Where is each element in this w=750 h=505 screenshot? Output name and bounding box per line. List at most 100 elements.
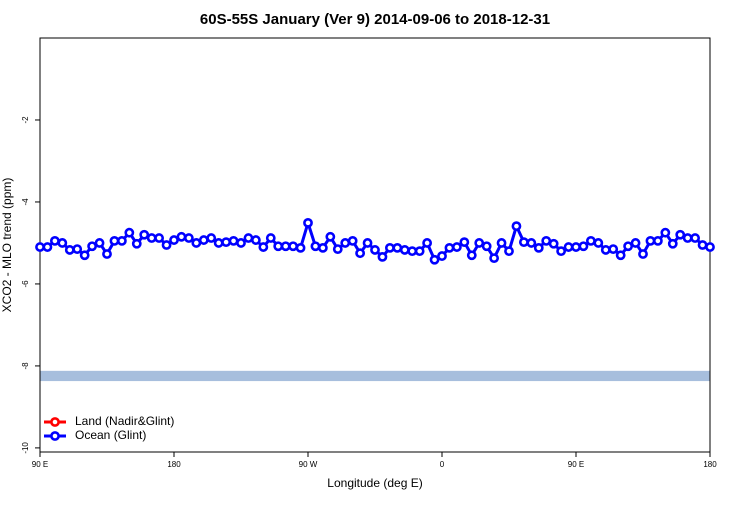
data-point [116,236,127,246]
data-point [422,238,433,248]
y-tick-label: -8 [21,362,30,370]
data-point [667,238,678,249]
legend-marker [50,417,60,427]
data-point [87,241,98,252]
data-point [615,250,626,261]
data-point [109,236,120,246]
data-point [183,233,194,243]
data-point [57,238,68,248]
data-point [303,217,313,228]
data-point [459,237,470,248]
data-point [563,242,574,252]
data-point [571,242,581,252]
data-point [675,229,686,240]
data-point [340,238,351,248]
data-point [414,246,425,257]
data-point [556,246,567,257]
data-point [42,242,53,252]
data-point [102,249,112,259]
data-point [645,236,656,246]
y-tick-label: -10 [21,442,30,454]
data-point [630,238,641,248]
data-point [72,244,83,254]
data-point [169,235,179,245]
data-point [377,251,388,262]
data-point [705,242,715,252]
legend-label: Ocean (Glint) [75,428,146,442]
data-point [198,235,209,245]
data-point [243,233,254,243]
x-tick-label: 0 [440,460,445,469]
data-point [585,236,596,246]
data-point [526,238,537,248]
data-point [206,233,217,243]
data-point [593,238,604,248]
data-point [541,236,552,246]
data-point [623,241,634,252]
y-tick-label: -4 [21,198,30,206]
data-point [295,242,306,253]
data-point [362,238,373,248]
data-point [451,242,462,252]
data-point [682,233,693,243]
band [40,370,710,382]
y-axis-title: XCO2 - MLO trend (ppm) [0,178,14,313]
data-point [690,233,701,243]
x-tick-label: 90 E [568,460,584,469]
data-point [578,241,589,252]
data-point [131,238,142,249]
data-point [533,242,544,253]
data-point [250,235,261,245]
data-point [496,238,507,248]
data-point [444,242,455,253]
data-point [191,238,202,248]
data-point [139,229,150,240]
data-point [176,231,187,242]
data-point [332,244,343,254]
chart-title: 60S-55S January (Ver 9) 2014-09-06 to 20… [200,11,550,28]
y-tick-label: -6 [21,280,30,288]
data-point [652,236,663,246]
data-point [221,237,232,248]
data-point [504,246,514,257]
x-tick-label: 90 W [299,460,318,469]
legend-label: Land (Nadir&Glint) [75,414,174,428]
data-point [288,241,299,252]
data-point [392,242,403,253]
data-point [325,231,336,242]
data-point [384,242,395,253]
data-point [437,251,447,261]
data-point [429,254,440,265]
data-point [258,242,269,252]
data-point [35,242,45,252]
data-point [466,250,477,261]
data-point [660,227,671,238]
data-point [399,245,410,255]
data-point [161,240,172,250]
data-point [518,237,529,248]
data-point [548,238,559,249]
x-tick-label: 180 [167,460,181,469]
y-tick-label: -2 [21,116,30,124]
x-tick-label: 180 [703,460,717,469]
data-point [317,242,328,253]
data-point [273,241,284,252]
data-point [280,241,291,252]
data-point [236,238,246,248]
x-axis-title: Longitude (deg E) [327,476,422,490]
data-point [146,233,157,243]
data-point [370,245,380,255]
data-point [228,236,239,246]
data-point [310,241,321,252]
data-point [638,249,648,259]
x-tick-label: 90 E [32,460,48,469]
data-point [697,240,708,250]
data-point [64,245,75,255]
data-point [355,248,366,259]
data-point [608,244,619,254]
data-point [265,233,276,243]
data-point [407,246,418,257]
data-point [49,236,60,246]
data-point [124,227,135,238]
